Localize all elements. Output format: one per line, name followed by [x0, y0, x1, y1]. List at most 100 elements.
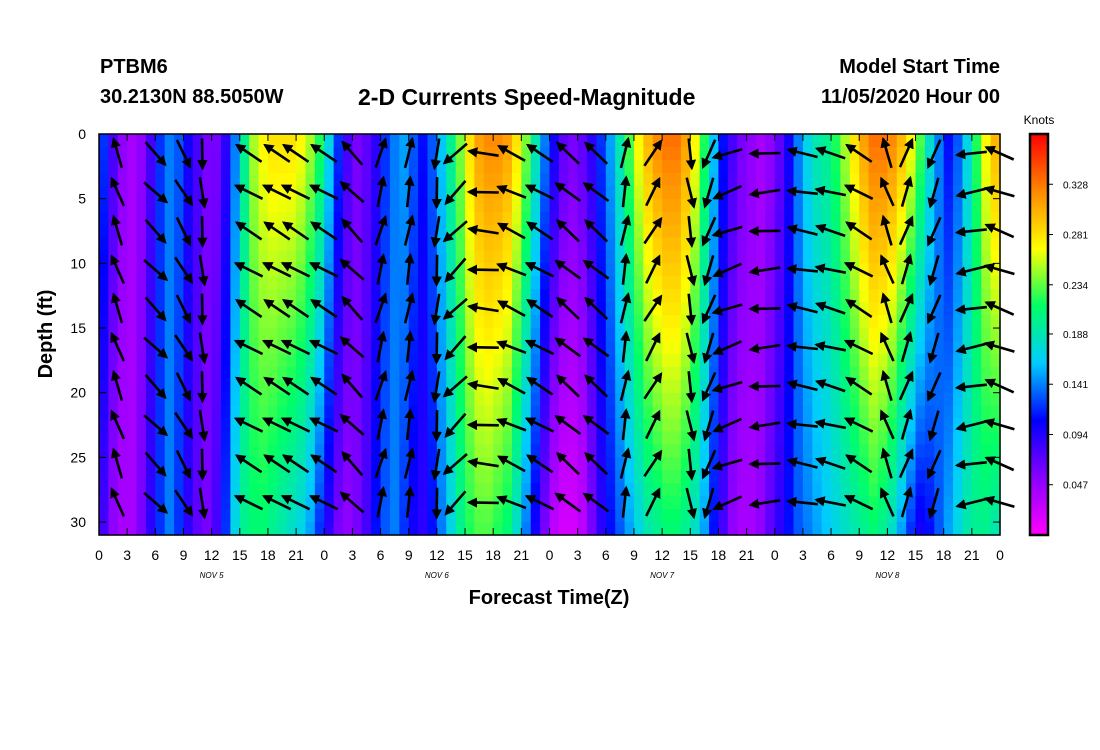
- heatmap-cell: [352, 237, 363, 252]
- heatmap-cell: [587, 379, 598, 394]
- current-vector-arrow: [496, 184, 527, 199]
- heatmap-cell: [155, 250, 166, 264]
- heatmap-cell: [540, 522, 551, 536]
- heatmap-cell: [371, 224, 382, 239]
- heatmap-cell: [662, 379, 673, 394]
- heatmap-cell: [737, 379, 748, 394]
- heatmap-cell: [389, 250, 400, 264]
- current-vector-arrow: [643, 216, 663, 245]
- heatmap-cell: [343, 340, 354, 355]
- heatmap-cell: [802, 211, 813, 226]
- heatmap-cell: [943, 496, 954, 510]
- heatmap-cell: [990, 405, 1001, 420]
- heatmap-cell: [840, 315, 851, 329]
- current-vector-arrow: [466, 497, 499, 508]
- current-vector-arrow: [584, 374, 609, 398]
- heatmap-cell: [943, 366, 954, 381]
- heatmap-cell: [887, 289, 898, 303]
- heatmap-cell: [99, 276, 109, 290]
- heatmap-cell: [793, 457, 804, 471]
- heatmap-cell: [99, 470, 109, 484]
- current-vector-arrow: [711, 458, 743, 471]
- heatmap-cell: [211, 315, 222, 329]
- current-vector-arrow: [442, 375, 468, 398]
- heatmap-cell: [164, 263, 175, 277]
- heatmap-cell: [793, 379, 804, 394]
- heatmap-cell: [587, 496, 598, 510]
- current-vector-arrow: [374, 447, 388, 479]
- heatmap-cell: [192, 340, 203, 355]
- heatmap-cell: [821, 224, 832, 239]
- heatmap-cell: [127, 366, 138, 381]
- heatmap-cell: [633, 237, 644, 252]
- heatmap-cell: [793, 328, 804, 342]
- heatmap-cell: [727, 340, 738, 355]
- heatmap-cell: [671, 224, 682, 239]
- heatmap-cell: [352, 392, 363, 407]
- heatmap-cell: [296, 172, 307, 187]
- heatmap-cell: [746, 353, 757, 368]
- current-vector-arrow: [233, 417, 264, 433]
- heatmap-cell: [436, 392, 447, 407]
- heatmap-cell: [906, 340, 917, 355]
- heatmap-cell: [587, 146, 598, 161]
- current-vector-arrow: [234, 221, 263, 241]
- heatmap-cell: [596, 302, 607, 316]
- heatmap-cell: [239, 315, 250, 329]
- heatmap-cell: [493, 509, 504, 523]
- heatmap-cell: [371, 405, 382, 420]
- heatmap-cell: [258, 146, 269, 161]
- heatmap-cell: [502, 328, 513, 342]
- heatmap-cell: [746, 522, 757, 536]
- heatmap-cell: [418, 431, 429, 446]
- heatmap-cell: [962, 250, 973, 264]
- heatmap-cell: [671, 405, 682, 420]
- heatmap-cell: [333, 159, 344, 174]
- heatmap-cell: [887, 302, 898, 316]
- heatmap-cell: [737, 483, 748, 497]
- heatmap-cell: [211, 224, 222, 239]
- heatmap-cell: [465, 328, 476, 342]
- current-vector-arrow: [900, 408, 914, 440]
- heatmap-cell: [540, 483, 551, 497]
- heatmap-cell: [587, 483, 598, 497]
- heatmap-cell: [164, 444, 175, 458]
- heatmap-cell: [643, 366, 654, 381]
- heatmap-cell: [568, 405, 579, 420]
- heatmap-cell: [709, 276, 720, 290]
- heatmap-cell: [418, 172, 429, 187]
- heatmap-cell: [230, 353, 241, 368]
- heatmap-cell: [615, 185, 626, 200]
- heatmap-cell: [680, 522, 691, 536]
- current-vector-arrow: [898, 137, 914, 168]
- heatmap-cell: [324, 392, 335, 407]
- heatmap-cell: [784, 134, 795, 148]
- heatmap-cell: [99, 224, 109, 239]
- heatmap-cell: [408, 237, 419, 252]
- heatmap-cell: [624, 379, 635, 394]
- heatmap-cell: [680, 366, 691, 381]
- heatmap-cell: [755, 328, 766, 342]
- heatmap-cell: [671, 470, 682, 484]
- heatmap-cell: [737, 328, 748, 342]
- heatmap-cell: [587, 328, 598, 342]
- heatmap-cell: [915, 496, 926, 510]
- heatmap-cell: [164, 496, 175, 510]
- heatmap-cell: [577, 198, 588, 213]
- heatmap-cell: [840, 444, 851, 458]
- heatmap-cell: [549, 522, 560, 536]
- heatmap-cell: [643, 302, 654, 316]
- heatmap-cell: [568, 315, 579, 329]
- current-vector-arrow: [748, 458, 781, 470]
- heatmap-cell: [868, 418, 879, 433]
- heatmap-cell: [690, 340, 701, 355]
- current-vector-arrow: [685, 410, 697, 442]
- current-vector-arrow: [525, 376, 554, 396]
- heatmap-cell: [530, 172, 541, 187]
- heatmap-cell: [953, 340, 964, 355]
- heatmap-cell: [558, 224, 569, 239]
- heatmap-cell: [408, 418, 419, 433]
- heatmap-cell: [183, 328, 194, 342]
- heatmap-cell: [643, 457, 654, 471]
- current-vector-arrow: [554, 492, 582, 513]
